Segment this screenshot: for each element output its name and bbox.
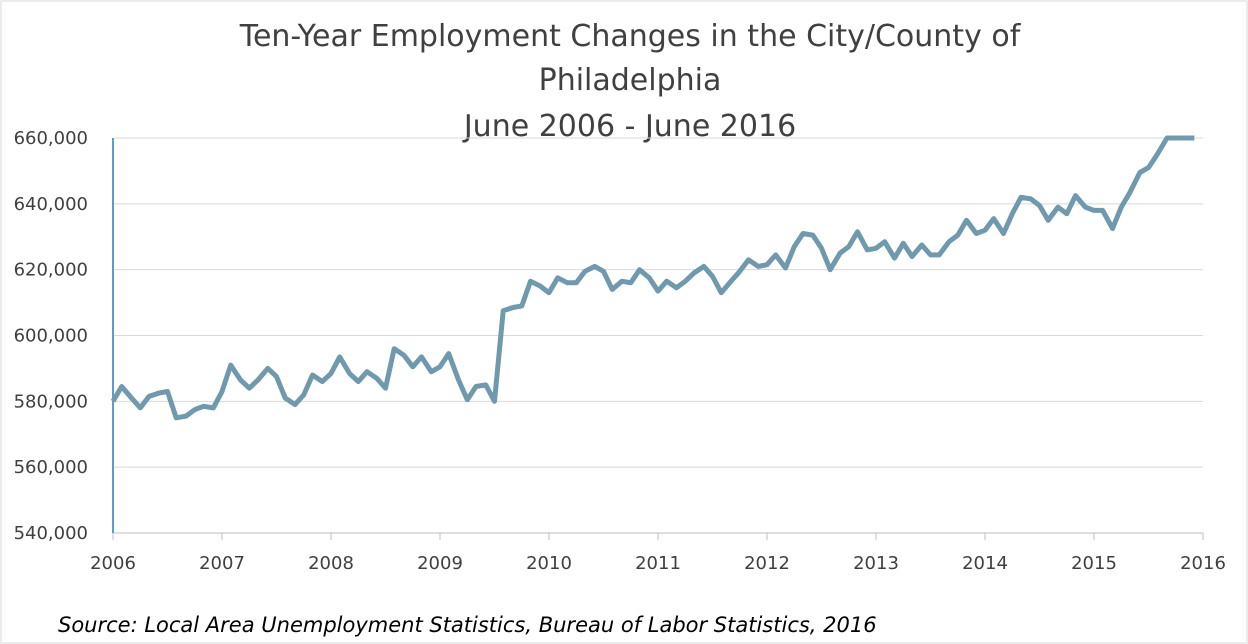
x-tick-label: 2014: [962, 553, 1008, 574]
chart-title: Philadelphia: [539, 63, 722, 98]
y-tick-label: 540,000: [14, 523, 88, 544]
y-tick-label: 560,000: [14, 457, 88, 478]
y-tick-label: 620,000: [14, 260, 88, 281]
x-tick-label: 2007: [199, 553, 245, 574]
y-tick-label: 660,000: [14, 128, 88, 149]
x-tick-label: 2016: [1180, 553, 1226, 574]
x-tick-label: 2011: [635, 553, 681, 574]
chart-title: Ten-Year Employment Changes in the City/…: [239, 19, 1022, 54]
x-tick-label: 2006: [90, 553, 136, 574]
data-line: [110, 135, 1195, 421]
x-tick-label: 2012: [744, 553, 790, 574]
source-note: Source: Local Area Unemployment Statisti…: [58, 613, 877, 637]
y-tick-label: 600,000: [14, 326, 88, 347]
x-tick-label: 2008: [308, 553, 354, 574]
x-tick-label: 2013: [853, 553, 899, 574]
x-tick-label: 2009: [417, 553, 463, 574]
y-tick-label: 580,000: [14, 391, 88, 412]
x-tick-label: 2010: [526, 553, 572, 574]
chart-subtitle: June 2006 - June 2016: [462, 109, 796, 144]
y-tick-label: 640,000: [14, 194, 88, 215]
x-tick-label: 2015: [1071, 553, 1117, 574]
